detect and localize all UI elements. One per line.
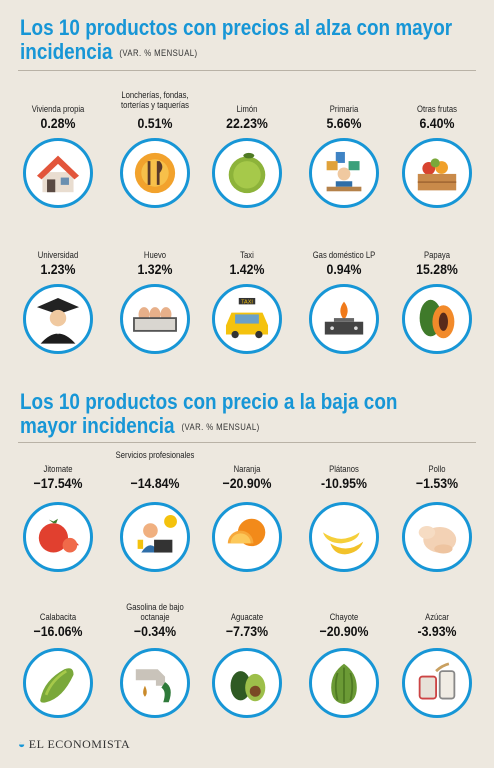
section-up-title-line2: incidencia [20, 39, 113, 64]
section-down-subtitle: (VAR. % MENSUAL) [181, 422, 260, 433]
item-value: −16.06% [33, 623, 83, 639]
section-up-title: Los 10 productos con precios al alza con… [20, 16, 452, 40]
section-up-subtitle: (VAR. % MENSUAL) [119, 48, 198, 59]
section-down-title: Los 10 productos con precio a la baja co… [20, 390, 397, 414]
item-value: 1.42% [229, 261, 265, 277]
tomato-icon [23, 502, 93, 572]
item-value: -10.95% [321, 475, 367, 491]
item-label: Chayote [329, 612, 359, 622]
banana-icon [309, 502, 379, 572]
item-value: −17.54% [33, 475, 83, 491]
item-label: Naranja [233, 464, 261, 474]
section-down-title-2: mayor incidencia (VAR. % MENSUAL) [20, 414, 260, 439]
item-label: Gasolina de bajo octanaje [126, 602, 184, 622]
section-down-title-line1: Los 10 productos con precio a la baja co… [20, 389, 398, 414]
section-up-title-line1: Los 10 productos con precios al alza con… [20, 15, 453, 40]
orange-icon [212, 502, 282, 572]
fruit-crate-icon [402, 138, 472, 208]
item-label: Aguacate [230, 612, 264, 622]
plate-cutlery-icon [120, 138, 190, 208]
graduate-icon [23, 284, 93, 354]
papaya-icon [402, 284, 472, 354]
divider [18, 442, 476, 443]
item-value: −20.90% [222, 475, 272, 491]
item-value: 15.28% [416, 261, 458, 277]
footer-brand: ◒ EL ECONOMISTA [18, 737, 130, 752]
svg-text:TAXI: TAXI [241, 299, 253, 305]
item-label: Azúcar [425, 612, 449, 622]
item-value: −7.73% [225, 623, 269, 639]
zucchini-icon [23, 648, 93, 718]
chicken-icon [402, 502, 472, 572]
item-label: Papaya [424, 250, 450, 260]
divider [18, 70, 476, 71]
item-value: −20.90% [319, 623, 369, 639]
item-label: Calabacita [39, 612, 77, 622]
student-desk-icon [309, 138, 379, 208]
item-value: 6.40% [419, 115, 455, 131]
item-value: -3.93% [417, 623, 457, 639]
taxi-icon: TAXI [212, 284, 282, 354]
item-value: 1.23% [40, 261, 76, 277]
item-value: 22.23% [226, 115, 268, 131]
professional-laptop-icon [120, 502, 190, 572]
item-label: Servicios profesionales [115, 450, 195, 460]
item-label: Jitomate [43, 464, 73, 474]
item-label: Universidad [37, 250, 79, 260]
item-value: −14.84% [130, 475, 180, 491]
item-label: Loncherías, fondas, torterías y taquería… [120, 90, 190, 110]
avocado-icon [212, 648, 282, 718]
item-value: 0.94% [326, 261, 362, 277]
egg-carton-icon [120, 284, 190, 354]
house-icon [23, 138, 93, 208]
item-label: Taxi [240, 250, 254, 260]
item-value: −1.53% [415, 475, 459, 491]
fuel-nozzle-icon [120, 648, 190, 718]
sugar-jar-icon [402, 648, 472, 718]
brand-name: EL ECONOMISTA [28, 737, 131, 751]
section-down-title-line2: mayor incidencia [20, 413, 175, 438]
item-label: Plátanos [329, 464, 359, 474]
item-label: Otras frutas [417, 104, 457, 114]
lime-icon [212, 138, 282, 208]
item-value: 5.66% [326, 115, 362, 131]
item-label: Vivienda propia [31, 104, 85, 114]
item-value: 0.51% [137, 115, 173, 131]
gas-stove-icon [309, 284, 379, 354]
item-label: Pollo [428, 464, 446, 474]
item-label: Gas doméstico LP [312, 250, 376, 260]
item-label: Primaria [329, 104, 359, 114]
item-label: Huevo [143, 250, 167, 260]
item-value: −0.34% [133, 623, 177, 639]
section-up-title-2: incidencia (VAR. % MENSUAL) [20, 40, 198, 65]
item-value: 0.28% [40, 115, 76, 131]
chayote-icon [309, 648, 379, 718]
item-value: 1.32% [137, 261, 173, 277]
item-label: Limón [236, 104, 258, 114]
brand-logo-icon: ◒ [18, 737, 26, 751]
